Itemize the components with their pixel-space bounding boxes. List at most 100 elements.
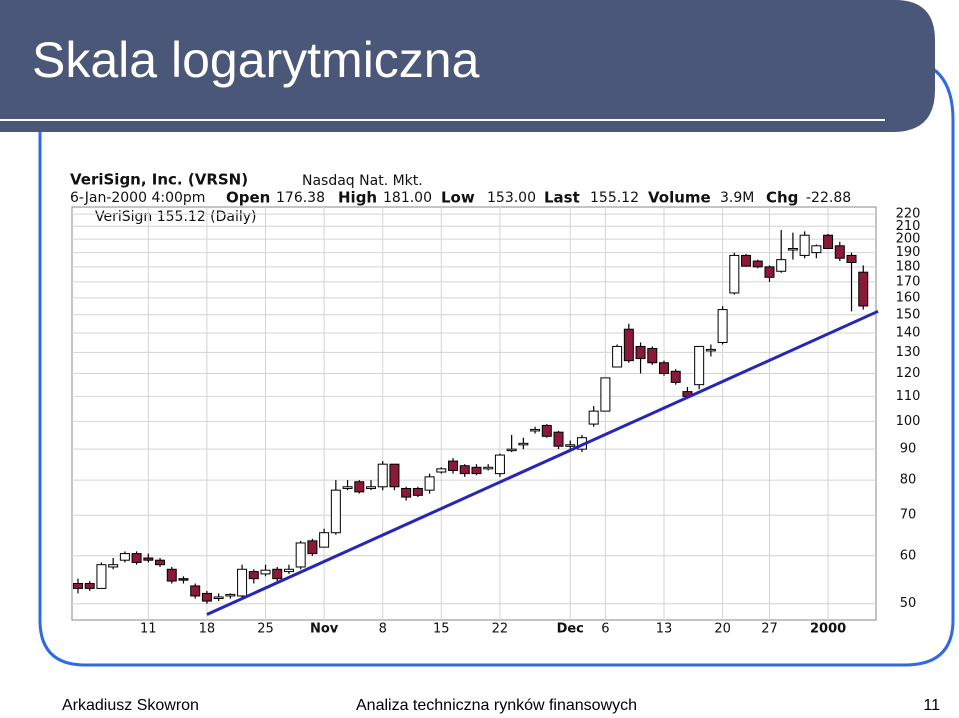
candle-body bbox=[565, 444, 576, 447]
candle-body bbox=[436, 468, 447, 473]
candle-body bbox=[448, 460, 459, 471]
y-tick-label: 220 bbox=[896, 207, 921, 222]
last-label: Last bbox=[544, 189, 580, 207]
legend: VeriSign 155.12 (Daily) bbox=[95, 209, 257, 225]
candle-body bbox=[823, 234, 834, 250]
candle-body bbox=[354, 481, 365, 493]
chg: -22.88 bbox=[806, 190, 851, 206]
x-tick-label: Nov bbox=[310, 622, 339, 637]
candle-body bbox=[506, 448, 517, 452]
x-tick-label: 22 bbox=[492, 622, 509, 637]
candle-body bbox=[729, 254, 740, 294]
low-label: Low bbox=[441, 189, 475, 207]
x-tick-label: 6 bbox=[601, 622, 609, 637]
candle-body bbox=[225, 593, 236, 597]
x-tick-label: 8 bbox=[379, 622, 387, 637]
footer-author: Arkadiusz Skowron bbox=[62, 697, 199, 714]
candle-body bbox=[811, 245, 822, 254]
slide-frame bbox=[38, 58, 955, 667]
candle-body bbox=[366, 486, 376, 489]
candle-body bbox=[119, 553, 130, 561]
candle-body bbox=[553, 431, 564, 447]
candle-body bbox=[272, 568, 283, 580]
candle-body bbox=[260, 569, 271, 575]
candle-body bbox=[307, 540, 318, 555]
y-tick-label: 130 bbox=[896, 345, 921, 360]
candle-body bbox=[846, 254, 857, 264]
candle-body bbox=[623, 328, 634, 362]
chg-label: Chg bbox=[766, 189, 798, 207]
y-tick-label: 50 bbox=[900, 596, 917, 611]
candle-body bbox=[459, 465, 470, 475]
y-tick-label: 140 bbox=[896, 325, 921, 340]
candle-body bbox=[237, 568, 248, 597]
candle-body bbox=[670, 370, 681, 383]
y-tick-label: 160 bbox=[896, 290, 921, 305]
candle-body bbox=[694, 345, 705, 386]
high-label: High bbox=[338, 189, 377, 207]
footer-subject: Analiza techniczna rynków finansowych bbox=[356, 697, 637, 714]
candle-body bbox=[342, 486, 353, 489]
candle-body bbox=[96, 564, 107, 589]
high: 181.00 bbox=[383, 190, 432, 206]
candle-body bbox=[201, 592, 212, 602]
candle-body bbox=[776, 259, 787, 272]
candle-body bbox=[494, 454, 505, 475]
candle-body bbox=[295, 542, 306, 568]
last: 155.12 bbox=[590, 190, 639, 206]
y-tick-label: 120 bbox=[896, 366, 921, 381]
x-tick-label: 13 bbox=[656, 622, 673, 637]
candle-body bbox=[541, 424, 552, 437]
candle-body bbox=[518, 442, 529, 446]
candle-body bbox=[799, 234, 810, 256]
x-tick-label: 15 bbox=[433, 622, 450, 637]
volume-label: Volume bbox=[648, 189, 711, 207]
x-tick-label: 27 bbox=[761, 622, 778, 637]
slide-title: Skala logarytmiczna bbox=[32, 32, 480, 88]
candle-body bbox=[166, 568, 177, 582]
volume: 3.9M bbox=[720, 190, 754, 206]
candle-body bbox=[283, 568, 294, 573]
candle-body bbox=[330, 489, 341, 534]
candle-body bbox=[131, 553, 142, 563]
candle-body bbox=[764, 266, 775, 278]
footer-page: 11 bbox=[923, 697, 940, 714]
date: 6-Jan-2000 4:00pm bbox=[70, 190, 205, 206]
open-label: Open bbox=[226, 189, 270, 207]
open: 176.38 bbox=[276, 190, 325, 206]
candle-body bbox=[858, 271, 869, 307]
candle-body bbox=[143, 557, 154, 561]
plot: 50 60 70 80 90 100 110 120 130 140 150 160170180190… bbox=[72, 207, 920, 637]
candle-body bbox=[73, 582, 83, 589]
candle-body bbox=[787, 248, 798, 251]
candle-body bbox=[659, 362, 669, 374]
y-tick-label: 150 bbox=[896, 307, 921, 322]
candle-body bbox=[471, 466, 482, 475]
candle-body bbox=[705, 348, 716, 352]
candle-body bbox=[741, 254, 752, 267]
x-tick-label: 25 bbox=[257, 622, 274, 637]
candle-body bbox=[600, 377, 611, 412]
candle-body bbox=[190, 585, 201, 597]
title-bar bbox=[0, 0, 935, 132]
candle-body bbox=[248, 571, 259, 580]
y-tick-label: 180 bbox=[896, 259, 921, 274]
candle-body bbox=[588, 410, 599, 425]
y-tick-label: 210 bbox=[896, 219, 921, 234]
candle-body bbox=[178, 578, 189, 581]
y-tick-label: 110 bbox=[896, 389, 921, 404]
candle-body bbox=[401, 487, 412, 498]
y-tick-label: 70 bbox=[900, 508, 917, 523]
candle-body bbox=[108, 564, 119, 568]
candle-body bbox=[530, 428, 541, 432]
y-tick-label: 200 bbox=[896, 232, 921, 247]
x-tick-label: 2000 bbox=[810, 622, 846, 637]
y-tick-label: 100 bbox=[896, 414, 921, 429]
y-tick-label: 90 bbox=[900, 442, 917, 457]
x-tick-label: 20 bbox=[714, 622, 731, 637]
candle-body bbox=[155, 559, 166, 566]
y-tick-label: 170 bbox=[896, 274, 921, 289]
x-tick-label: Dec bbox=[557, 622, 584, 637]
plot-area bbox=[71, 206, 877, 621]
x-tick-label: 11 bbox=[140, 622, 157, 637]
